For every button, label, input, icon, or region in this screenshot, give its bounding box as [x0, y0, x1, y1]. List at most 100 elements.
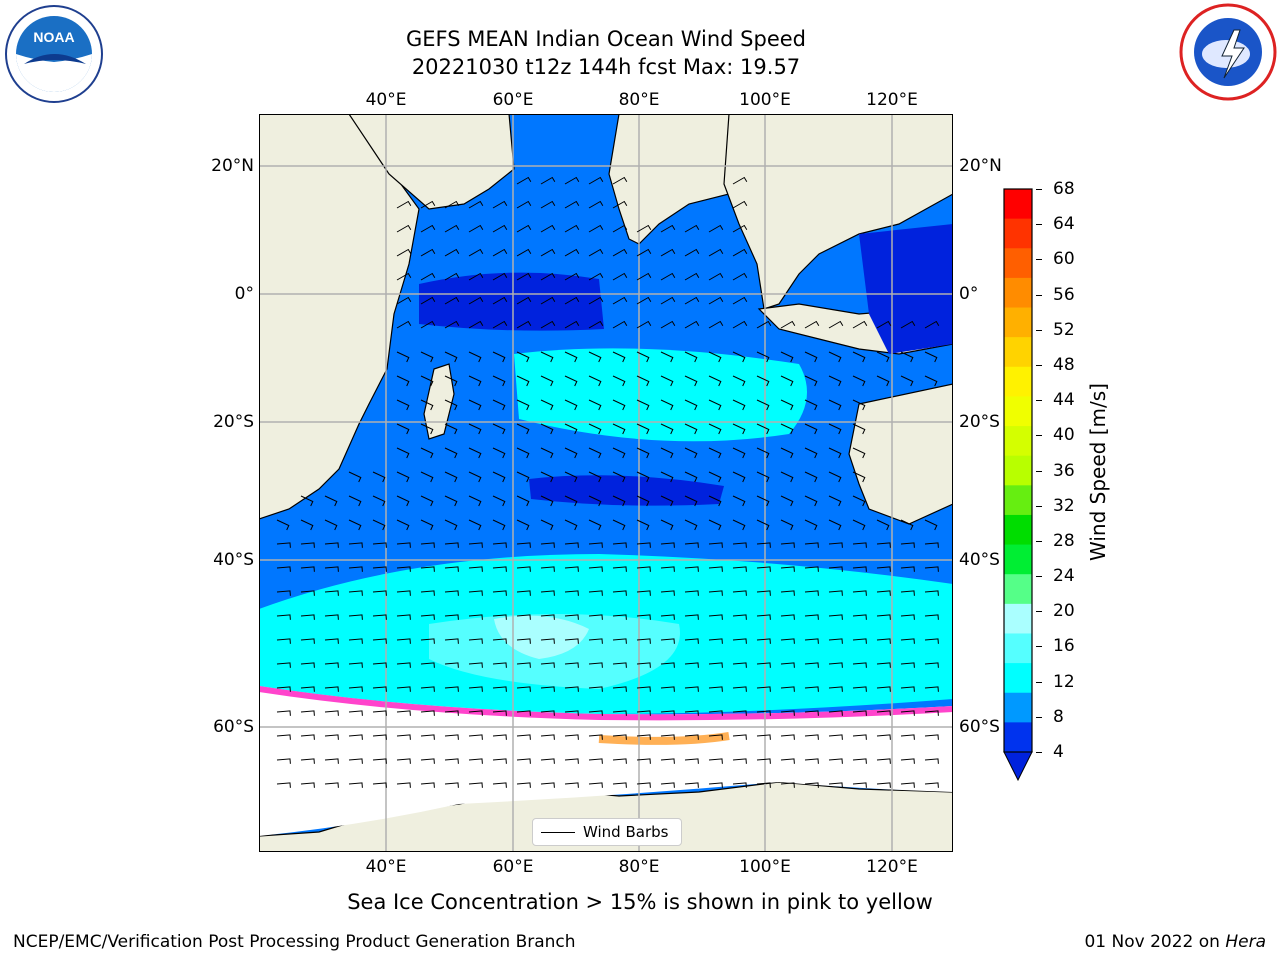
wind-barb: [612, 375, 626, 387]
wind-barb: [372, 471, 386, 483]
wind-barb: [876, 542, 891, 548]
wind-barb: [828, 758, 843, 764]
wind-barb: [732, 296, 748, 305]
wind-barb: [756, 710, 771, 716]
colorbar-title: Wind Speed [m/s]: [1086, 383, 1110, 561]
wind-barb: [276, 519, 290, 531]
wind-barb: [468, 590, 483, 596]
wind-barb: [444, 758, 459, 764]
wind-barb: [516, 542, 531, 548]
noaa-logo: NOAA: [5, 5, 103, 103]
wind-barb: [564, 320, 580, 329]
wind-barb: [420, 495, 434, 507]
wind-barb: [444, 590, 459, 596]
wind-barb: [660, 590, 675, 596]
wind-barb: [612, 662, 627, 668]
wind-barb: [804, 519, 818, 531]
wind-barb: [420, 447, 434, 459]
wind-barb: [732, 614, 747, 620]
wind-barb: [396, 495, 410, 507]
wind-barb: [540, 662, 555, 668]
wind-barb: [708, 471, 722, 483]
wind-barb: [420, 272, 436, 281]
bottom-lon-label: 100°E: [739, 857, 791, 877]
madagascar-land: [423, 363, 455, 440]
se-asia-land: [723, 114, 953, 310]
colorbar-tick-label: 28: [1053, 530, 1075, 551]
wind-barb: [756, 423, 770, 435]
wind-barb: [540, 399, 554, 411]
wind-barb: [444, 782, 459, 788]
wind-barb: [468, 638, 483, 644]
wind-barb: [852, 471, 866, 483]
wind-barb: [348, 758, 363, 764]
wind-barb: [636, 399, 650, 411]
tradewind-band: [514, 348, 807, 442]
wind-barb: [492, 375, 506, 387]
wind-barb: [900, 320, 916, 329]
wind-barb: [756, 447, 770, 459]
wind-barb: [564, 614, 579, 620]
wind-barb: [876, 566, 891, 572]
colorbar-cell: [1004, 544, 1032, 575]
wind-barb: [852, 399, 866, 411]
wind-barb: [732, 638, 747, 644]
wind-barb: [588, 447, 602, 459]
wind-barb: [444, 423, 458, 435]
wind-barb: [636, 590, 651, 596]
wind-barb: [588, 320, 604, 329]
wind-barb: [420, 375, 434, 387]
colorbar-tick-label: 52: [1053, 319, 1075, 340]
colorbar-tick: [1036, 716, 1042, 718]
wind-barb: [324, 519, 338, 531]
wind-barb: [564, 399, 578, 411]
wind-barb: [852, 782, 867, 788]
wind-barb: [684, 320, 700, 329]
wind-barb: [540, 423, 554, 435]
wind-barb: [420, 399, 434, 411]
colorbar-tick-label: 24: [1053, 566, 1075, 587]
wind-barb: [636, 296, 652, 305]
wind-barb: [468, 399, 482, 411]
wind-barb: [588, 590, 603, 596]
wind-barb: [804, 566, 819, 572]
footer-host: Hera: [1225, 932, 1266, 952]
wind-barb: [540, 351, 554, 363]
wind-barb: [732, 399, 746, 411]
wind-barb: [540, 248, 556, 257]
wind-barb: [684, 662, 699, 668]
wind-speed-map: [259, 114, 953, 852]
wind-barb: [348, 542, 363, 548]
wind-barb: [564, 248, 580, 257]
wind-barb: [420, 423, 434, 435]
colorbar-tick-label: 44: [1053, 390, 1075, 411]
wind-barb: [708, 423, 722, 435]
wind-barb: [276, 566, 291, 572]
wind-barb: [636, 495, 650, 507]
colorbar-tick: [1036, 189, 1042, 190]
wind-barb: [924, 542, 939, 548]
wind-barb: [588, 495, 602, 507]
wind-barb: [516, 566, 531, 572]
wind-barb: [516, 423, 530, 435]
wind-barb: [540, 375, 554, 387]
wind-barb: [348, 566, 363, 572]
wind-barb: [300, 710, 315, 716]
wind-barb: [804, 375, 818, 387]
wind-barb: [636, 566, 651, 572]
wind-barb: [468, 710, 483, 716]
wind-barb: [828, 542, 843, 548]
wind-barb: [852, 614, 867, 620]
colorbar-extend-arrow: [1003, 751, 1033, 782]
wind-barb: [372, 662, 387, 668]
wind-barb: [324, 495, 338, 507]
wind-barb: [852, 519, 866, 531]
wind-barb: [780, 351, 794, 363]
wind-barb: [780, 590, 795, 596]
wind-barb: [564, 375, 578, 387]
wind-barb: [540, 614, 555, 620]
wind-barb: [684, 224, 700, 233]
wind-barb: [612, 710, 627, 716]
wind-barb: [876, 734, 891, 740]
wind-barb: [588, 423, 602, 435]
